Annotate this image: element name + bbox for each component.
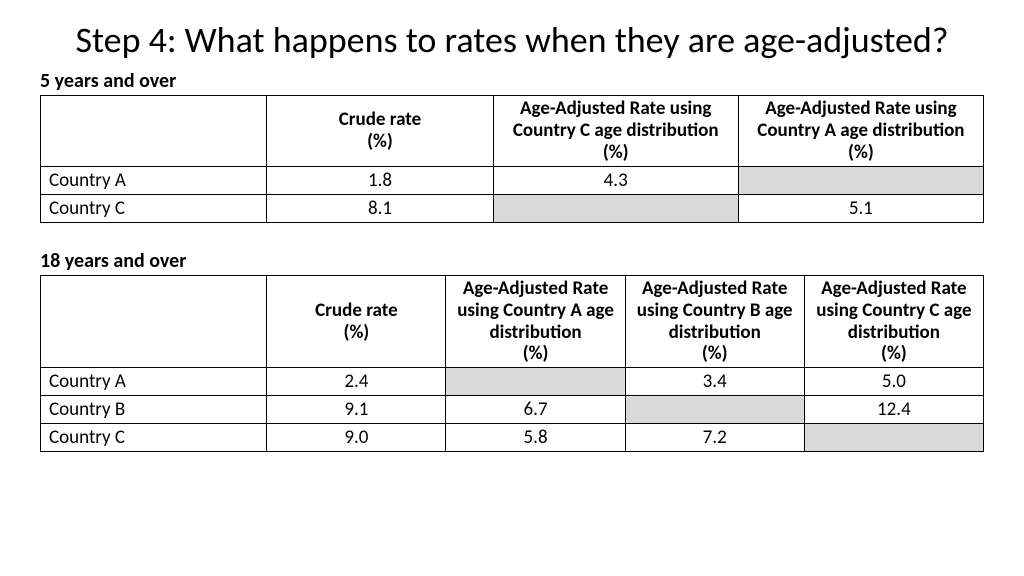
col-header: Crude rate(%)	[267, 96, 493, 167]
cell-value	[446, 368, 625, 396]
cell-value	[804, 424, 983, 452]
cell-value	[738, 166, 983, 194]
cell-value: 5.1	[738, 194, 983, 222]
cell-value: 6.7	[446, 396, 625, 424]
row-label: Country C	[41, 194, 267, 222]
col-header: Age-Adjusted Rate using Country C age di…	[493, 96, 738, 167]
section1-label: 5 years and over	[40, 69, 984, 93]
cell-value: 4.3	[493, 166, 738, 194]
table-row: Country B9.16.7 12.4	[41, 396, 984, 424]
cell-value	[625, 396, 804, 424]
page-title: Step 4: What happens to rates when they …	[40, 20, 984, 61]
col-header	[41, 96, 267, 167]
cell-value: 1.8	[267, 166, 493, 194]
cell-value: 5.8	[446, 424, 625, 452]
col-header	[41, 275, 267, 367]
table-row: Country A1.84.3	[41, 166, 984, 194]
table-row: Country A2.4 3.45.0	[41, 368, 984, 396]
cell-value: 12.4	[804, 396, 983, 424]
col-header: Age-Adjusted Rate using Country A age di…	[738, 96, 983, 167]
table-5-and-over: Crude rate(%) Age-Adjusted Rate using Co…	[40, 95, 984, 223]
col-header: Crude rate(%)	[267, 275, 446, 367]
cell-value: 3.4	[625, 368, 804, 396]
table-header: Crude rate(%) Age-Adjusted Rate using Co…	[41, 275, 984, 367]
table-header: Crude rate(%) Age-Adjusted Rate using Co…	[41, 96, 984, 167]
cell-value: 8.1	[267, 194, 493, 222]
cell-value	[493, 194, 738, 222]
table-row: Country C8.1 5.1	[41, 194, 984, 222]
row-label: Country A	[41, 368, 267, 396]
cell-value: 5.0	[804, 368, 983, 396]
cell-value: 7.2	[625, 424, 804, 452]
col-header: Age-Adjusted Rate using Country C age di…	[804, 275, 983, 367]
cell-value: 9.0	[267, 424, 446, 452]
col-header: Age-Adjusted Rate using Country A age di…	[446, 275, 625, 367]
section2-label: 18 years and over	[40, 249, 984, 273]
table-row: Country C9.05.87.2	[41, 424, 984, 452]
col-header: Age-Adjusted Rate using Country B age di…	[625, 275, 804, 367]
cell-value: 2.4	[267, 368, 446, 396]
cell-value: 9.1	[267, 396, 446, 424]
row-label: Country B	[41, 396, 267, 424]
row-label: Country A	[41, 166, 267, 194]
table-18-and-over: Crude rate(%) Age-Adjusted Rate using Co…	[40, 275, 984, 452]
row-label: Country C	[41, 424, 267, 452]
